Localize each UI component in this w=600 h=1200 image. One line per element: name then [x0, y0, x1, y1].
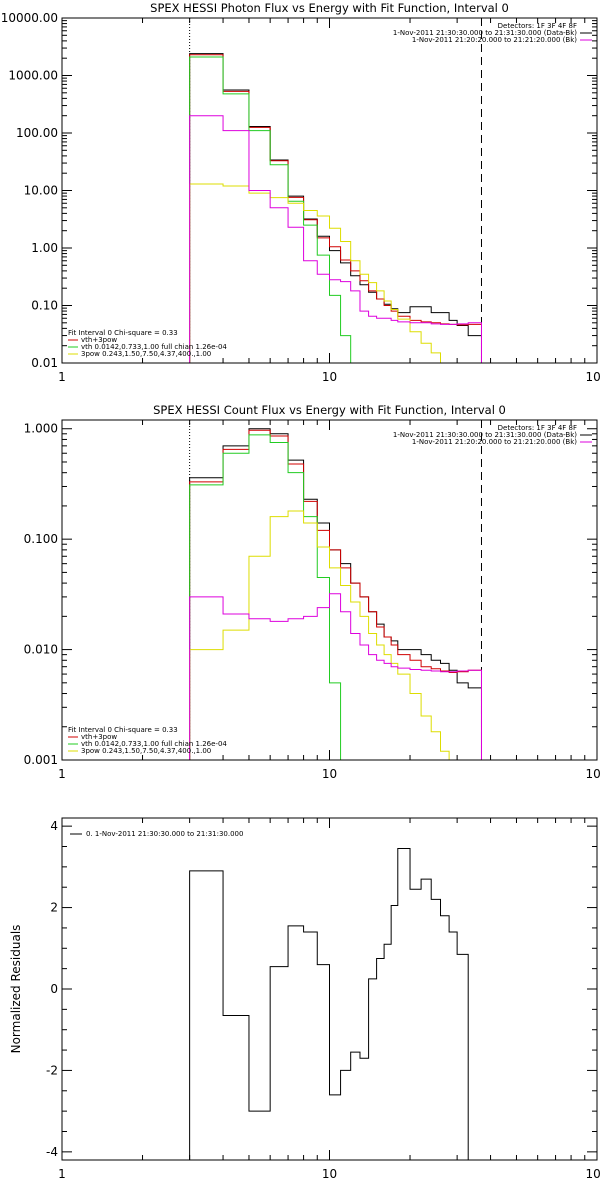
legend-entry: 1-Nov-2011 21:30:30.000 to 21:31:30.000 …	[393, 431, 577, 439]
chart-panel-2: SPEX HESSI Count Flux vs Energy with Fit…	[24, 403, 600, 781]
series-line-2	[189, 54, 482, 363]
y-tick-label: 2	[50, 901, 58, 915]
x-tick-label: 100	[586, 767, 600, 781]
x-tick-label: 1	[58, 370, 66, 384]
series-line-3	[189, 434, 351, 760]
legend-entry: 3pow 0.243,1.50,7.50,4.37,400.,1.00	[81, 350, 211, 358]
chart-title: SPEX HESSI Photon Flux vs Energy with Fi…	[150, 1, 509, 15]
x-tick-label: 100	[586, 370, 600, 384]
plot-frame	[61, 817, 598, 1161]
x-tick-label: 10	[322, 767, 337, 781]
chart-title: SPEX HESSI Count Flux vs Energy with Fit…	[153, 403, 506, 417]
legend-entry: 1-Nov-2011 21:20:20.000 to 21:21:20.000 …	[412, 438, 577, 446]
legend-entry: Detectors: 1F 3F 4F 8F	[498, 22, 577, 30]
x-tick-label: 1	[58, 767, 66, 781]
plot-frame	[61, 419, 598, 761]
x-tick-label: 10	[322, 1167, 337, 1181]
y-tick-label: 100.00	[16, 126, 58, 140]
y-tick-label: 0.100	[24, 532, 58, 546]
series-line-1	[189, 428, 482, 760]
legend-entry: Fit Interval 0 Chi-square = 0.33	[68, 329, 178, 337]
series-line-2	[189, 429, 482, 760]
y-tick-label: 0.10	[31, 299, 58, 313]
series-line-5	[189, 115, 482, 363]
legend-entry: vth+3pow	[81, 336, 117, 344]
series-line-4	[189, 510, 458, 760]
series-line-1	[189, 848, 482, 1160]
y-axis-label: Normalized Residuals	[9, 925, 23, 1054]
legend-entry: vth 0.0142,0.733,1.00 full chian 1.26e-0…	[81, 740, 227, 748]
y-tick-label: 0.01	[31, 356, 58, 370]
chart-panel-1: SPEX HESSI Photon Flux vs Energy with Fi…	[1, 1, 600, 384]
plot-frame	[61, 17, 598, 364]
legend-entry: vth+3pow	[81, 733, 117, 741]
y-tick-label: 0.001	[24, 753, 58, 767]
series-line-5	[189, 593, 482, 760]
legend-entry: 1-Nov-2011 21:30:30.000 to 21:31:30.000 …	[393, 29, 577, 37]
y-tick-label: 1000.00	[8, 69, 58, 83]
y-tick-label: 1.000	[24, 422, 58, 436]
legend-entry: Detectors: 1F 3F 4F 8F	[498, 424, 577, 432]
legend-entry: 0. 1-Nov-2011 21:30:30.000 to 21:31:30.0…	[86, 830, 243, 838]
legend-entry: Fit Interval 0 Chi-square = 0.33	[68, 726, 178, 734]
series-line-4	[189, 183, 450, 363]
y-tick-label: 1.00	[31, 241, 58, 255]
y-tick-label: 0.010	[24, 643, 58, 657]
x-tick-label: 1	[58, 1167, 66, 1181]
legend-entry: 1-Nov-2011 21:20:20.000 to 21:21:20.000 …	[412, 36, 577, 44]
series-line-1	[189, 53, 482, 363]
series-line-3	[189, 56, 360, 363]
x-tick-label: 100	[586, 1167, 600, 1181]
y-tick-label: -4	[46, 1145, 58, 1159]
legend-entry: 3pow 0.243,1.50,7.50,4.37,400.,1.00	[81, 747, 211, 755]
x-tick-label: 10	[322, 370, 337, 384]
y-tick-label: -2	[46, 1063, 58, 1077]
chart-panel-3: Normalized Residuals 1 10 100 -4 -2 0 2 4 0. 1-No…	[9, 817, 600, 1181]
legend-entry: vth 0.0142,0.733,1.00 full chian 1.26e-0…	[81, 343, 227, 351]
y-tick-label: 10000.00	[1, 11, 58, 25]
y-tick-label: 4	[50, 819, 58, 833]
y-tick-label: 0	[50, 982, 58, 996]
y-tick-label: 10.00	[24, 184, 58, 198]
